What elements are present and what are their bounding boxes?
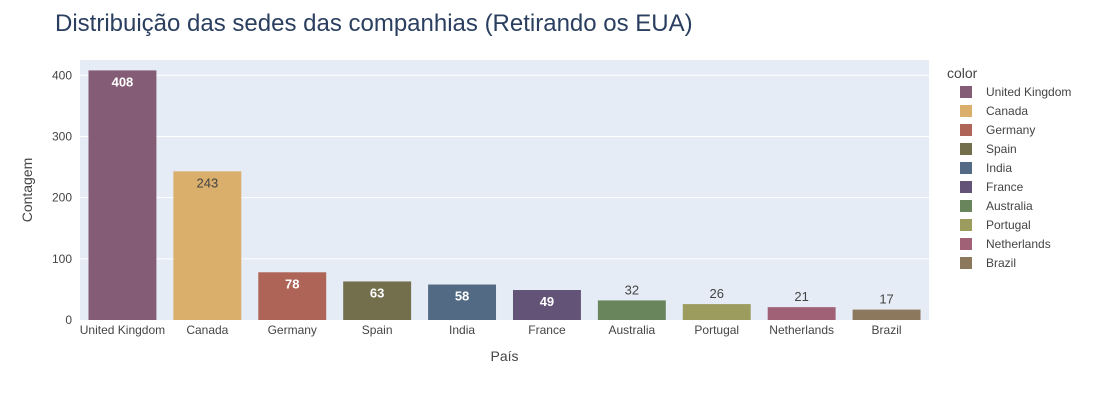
data-label: 243	[196, 175, 218, 190]
legend-swatch	[960, 86, 972, 98]
x-tick-label: Netherlands	[769, 323, 834, 337]
bar-brazil[interactable]	[852, 309, 921, 320]
legend-item[interactable]: Germany	[986, 123, 1035, 137]
legend-item[interactable]: Spain	[986, 142, 1017, 156]
x-axis-label: País	[490, 348, 518, 364]
x-tick-labels: United Kingdom Canada Germany Spain India Fra…	[80, 323, 902, 337]
y-tick-labels: 0 100 200 300 400	[52, 68, 72, 327]
x-tick-label: India	[449, 323, 475, 337]
x-tick-label: Spain	[362, 323, 393, 337]
legend-swatch	[960, 124, 972, 136]
legend-swatch	[960, 238, 972, 250]
legend-item[interactable]: France	[986, 180, 1024, 194]
data-label: 58	[455, 289, 469, 304]
bar-portugal[interactable]	[682, 304, 751, 320]
x-tick-label: Australia	[609, 323, 656, 337]
legend-item[interactable]: India	[986, 161, 1012, 175]
legend-swatch	[960, 105, 972, 117]
y-tick-label: 200	[52, 191, 72, 205]
legend-item[interactable]: United Kingdom	[986, 85, 1071, 99]
x-tick-label: Brazil	[872, 323, 902, 337]
y-tick-label: 100	[52, 252, 72, 266]
bar-spain[interactable]	[343, 281, 412, 320]
legend-item[interactable]: Australia	[986, 199, 1033, 213]
legend-swatch	[960, 257, 972, 269]
y-tick-label: 400	[52, 68, 72, 82]
x-tick-label: United Kingdom	[80, 323, 165, 337]
legend-swatch	[960, 200, 972, 212]
y-axis-label: Contagem	[19, 158, 35, 223]
bar-australia[interactable]	[597, 300, 666, 320]
legend-item[interactable]: Netherlands	[986, 237, 1051, 251]
data-label: 17	[879, 292, 893, 307]
legend-swatch	[960, 181, 972, 193]
bar-india[interactable]	[428, 284, 497, 320]
legend: color United Kingdom Canada Germany Spain In…	[947, 65, 1071, 270]
legend-swatch	[960, 143, 972, 155]
legend-swatch	[960, 162, 972, 174]
legend-item[interactable]: Brazil	[986, 256, 1016, 270]
data-label: 78	[285, 276, 299, 291]
bar-canada[interactable]	[173, 171, 242, 320]
bars	[88, 70, 921, 321]
chart-title: Distribuição das sedes das companhias (R…	[55, 10, 693, 37]
bar-united-kingdom[interactable]	[88, 70, 157, 321]
data-label: 21	[794, 289, 808, 304]
legend-swatch	[960, 219, 972, 231]
bar-france[interactable]	[512, 290, 581, 320]
data-label: 408	[112, 74, 134, 89]
x-tick-label: Canada	[186, 323, 228, 337]
legend-item[interactable]: Portugal	[986, 218, 1031, 232]
data-label: 49	[540, 294, 554, 309]
legend-title: color	[947, 65, 978, 81]
x-tick-label: France	[528, 323, 566, 337]
y-tick-label: 300	[52, 129, 72, 143]
data-labels: 408 243 78 63 58 49 32 26 21 17	[112, 74, 894, 309]
x-tick-label: Germany	[268, 323, 317, 337]
bar-germany[interactable]	[258, 272, 327, 320]
legend-item[interactable]: Canada	[986, 104, 1028, 118]
data-label: 32	[625, 282, 639, 297]
data-label: 26	[710, 286, 724, 301]
bar-netherlands[interactable]	[767, 307, 836, 320]
x-tick-label: Portugal	[694, 323, 739, 337]
data-label: 63	[370, 285, 384, 300]
y-tick-label: 0	[65, 313, 72, 327]
